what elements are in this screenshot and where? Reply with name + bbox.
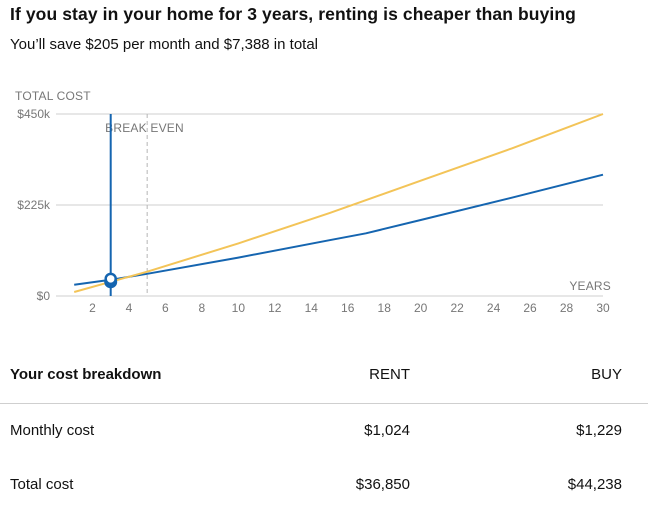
rent-value: $1,024 bbox=[364, 422, 410, 439]
table-divider bbox=[0, 403, 648, 404]
savings-summary: You’ll save $205 per month and $7,388 in… bbox=[10, 36, 319, 53]
rent-column-header: RENT bbox=[369, 366, 410, 383]
buy-value: $1,229 bbox=[576, 422, 622, 439]
x-tick-label: 18 bbox=[378, 301, 392, 315]
rent-value: $36,850 bbox=[355, 476, 410, 493]
x-tick-label: 16 bbox=[341, 301, 355, 315]
row-label: Monthly cost bbox=[10, 422, 95, 439]
y-axis-title: TOTAL COST bbox=[15, 89, 91, 103]
row-label: Total cost bbox=[10, 476, 74, 493]
x-tick-label: 26 bbox=[523, 301, 537, 315]
x-tick-label: 2 bbox=[89, 301, 96, 315]
year-marker-handle[interactable] bbox=[104, 272, 117, 286]
x-tick-label: 20 bbox=[414, 301, 428, 315]
x-tick-label: 22 bbox=[450, 301, 464, 315]
y-tick-label: $0 bbox=[37, 289, 51, 303]
x-tick-label: 28 bbox=[560, 301, 574, 315]
x-tick-label: 4 bbox=[126, 301, 133, 315]
cost-chart[interactable]: TOTAL COST$450k$225k$02 4 6 8 10 12 14 16 18 20 22… bbox=[0, 80, 660, 320]
x-tick-label: 14 bbox=[305, 301, 319, 315]
buy-column-header: BUY bbox=[591, 366, 622, 383]
y-tick-label: $225k bbox=[17, 198, 51, 212]
x-tick-label: 24 bbox=[487, 301, 501, 315]
rent-series-line bbox=[74, 173, 604, 286]
break-even-label: BREAK EVEN bbox=[105, 121, 184, 135]
table-row: Total cost $36,850 $44,238 bbox=[0, 476, 660, 506]
x-tick-label: 6 bbox=[162, 301, 169, 315]
y-tick-label: $450k bbox=[17, 107, 51, 121]
x-tick-label: 10 bbox=[232, 301, 246, 315]
breakdown-title: Your cost breakdown bbox=[10, 366, 162, 383]
table-row: Monthly cost $1,024 $1,229 bbox=[0, 422, 660, 452]
breakdown-header-row: Your cost breakdown RENT BUY bbox=[0, 366, 660, 396]
x-tick-label: 30 bbox=[596, 301, 610, 315]
buy-value: $44,238 bbox=[567, 476, 622, 493]
x-tick-label: 8 bbox=[199, 301, 206, 315]
headline: If you stay in your home for 3 years, re… bbox=[10, 4, 576, 24]
x-axis-title: YEARS bbox=[569, 279, 611, 293]
x-tick-label: 12 bbox=[268, 301, 282, 315]
buy-series-line bbox=[73, 113, 604, 293]
